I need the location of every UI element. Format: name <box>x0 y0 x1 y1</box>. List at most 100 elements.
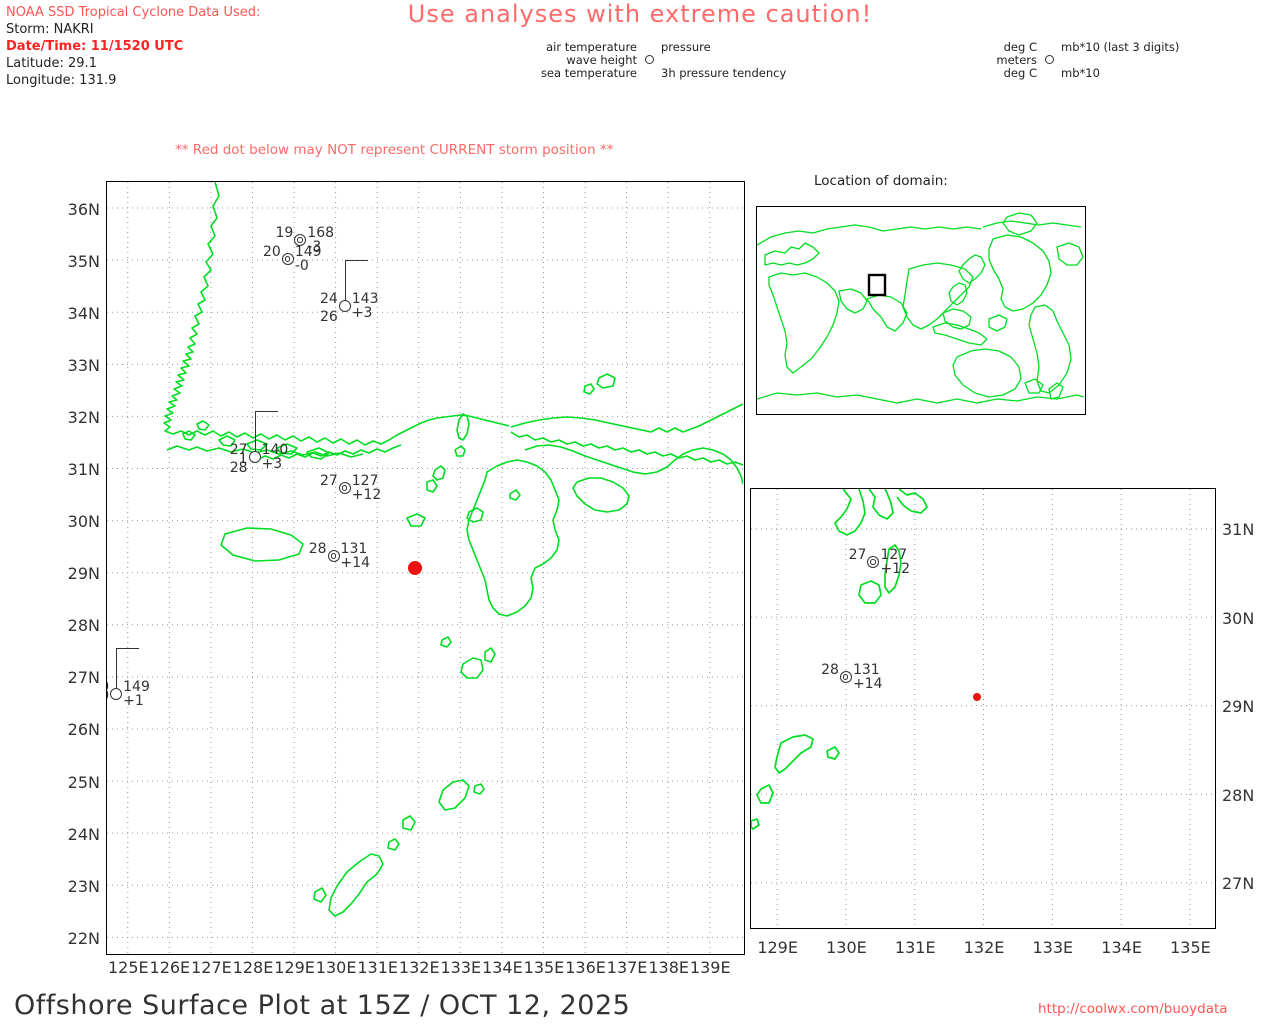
station-cloud-cover-icon <box>110 687 123 700</box>
station-circle-icon-units <box>1044 55 1054 64</box>
station-wave-height: 0 <box>107 689 109 703</box>
station-pressure: 131 <box>852 662 880 679</box>
station-air-temperature: 28 <box>308 541 327 558</box>
lon-tick-label: 131E <box>357 958 399 977</box>
station-cloud-cover-icon <box>281 253 294 266</box>
main-map-panel[interactable]: 19 168 -3 20 149 -0 24 26 143 +3 27 1 28 140 +3 27 127 +1… <box>106 181 745 955</box>
station-wind-barb <box>254 411 278 459</box>
station-cloud-cover-icon <box>867 556 880 569</box>
station-air-temperature: 0 <box>107 680 109 694</box>
legend-field-units: deg C mb*10 (last 3 digits) meters deg C… <box>985 41 1179 80</box>
lat-tick-label: 31N <box>1222 520 1255 540</box>
lon-tick-label: 136E <box>565 958 606 977</box>
lat-tick-label: 35N <box>67 251 100 271</box>
lat-tick-label: 30N <box>1222 608 1255 628</box>
main-map-gridlines <box>107 182 743 953</box>
main-map-canvas <box>107 182 743 953</box>
lat-tick-label: 33N <box>67 355 100 375</box>
lon-tick-label: 132E <box>963 938 1005 957</box>
station-wind-barb <box>344 259 368 307</box>
station-pressure-tendency: -0 <box>294 258 309 275</box>
station-pressure-tendency: +3 <box>261 456 283 473</box>
station-wind-barb <box>116 647 140 695</box>
lon-tick-label: 138E <box>648 958 689 977</box>
storm-datetime-label: Date/Time: 11/1520 UTC <box>6 39 184 54</box>
station-air-temperature: 27 <box>319 473 338 490</box>
station-air-temperature: 28 <box>821 662 839 679</box>
zoom-map-gridlines <box>751 489 1214 927</box>
station-pressure-tendency: -3 <box>307 239 322 256</box>
station-cloud-cover-icon <box>338 299 351 312</box>
storm-name-label: Storm: NAKRI <box>6 22 94 37</box>
lon-tick-label: 128E <box>232 958 274 977</box>
world-map-canvas <box>757 212 1085 404</box>
domain-inset-panel[interactable] <box>756 206 1086 415</box>
legend-air-temperature-label: air temperature <box>546 40 637 54</box>
station-wave-height: 1 <box>238 451 248 468</box>
lon-tick-label: 135E <box>1170 938 1211 957</box>
station-pressure-tendency: +1 <box>123 692 144 709</box>
legend-sea-temperature-label: sea temperature <box>540 66 637 80</box>
station-air-temperature: 19 <box>275 225 294 242</box>
lat-tick-label: 34N <box>67 303 100 323</box>
lat-tick-label: 22N <box>67 928 100 948</box>
station-cloud-cover-icon <box>839 671 852 684</box>
lon-tick-label: 137E <box>606 958 648 977</box>
lon-tick-label: 129E <box>757 938 798 957</box>
station-cloud-cover-icon <box>338 482 351 495</box>
station-pressure-tendency: +14 <box>340 555 371 572</box>
storm-latitude-label: Latitude: 29.1 <box>6 56 97 71</box>
station-pressure: 149 <box>123 678 150 695</box>
lat-tick-label: 36N <box>67 199 100 219</box>
station-air-temperature: 24 <box>319 290 338 307</box>
lon-tick-label: 131E <box>894 938 936 957</box>
storm-position-marker-main <box>407 560 422 575</box>
station-circle-icon <box>644 55 654 64</box>
lat-tick-label: 25N <box>67 772 100 792</box>
station-pressure: 149 <box>294 244 322 261</box>
station-pressure: 140 <box>261 442 289 459</box>
lon-tick-label: 134E <box>482 958 523 977</box>
lon-tick-label: 135E <box>523 958 565 977</box>
storm-position-marker-zoom <box>972 692 981 701</box>
zoom-map-panel[interactable]: 27 127 +12 28 131 +14 <box>750 488 1216 929</box>
red-dot-warning-text: ** Red dot below may NOT represent CURRE… <box>175 142 614 158</box>
legend-pressure-label: pressure <box>661 40 711 54</box>
lat-tick-label: 23N <box>67 876 100 896</box>
source-url-link[interactable]: http://coolwx.com/buoydata <box>1038 1001 1228 1017</box>
legend-unit-air-temperature: deg C <box>1003 40 1037 54</box>
lat-tick-label: 31N <box>67 460 100 480</box>
lat-tick-label: 29N <box>67 564 100 584</box>
lat-tick-label: 28N <box>1222 785 1255 805</box>
lon-tick-label: 127E <box>191 958 232 977</box>
lon-tick-label: 133E <box>1032 938 1074 957</box>
station-pressure: 127 <box>351 473 379 490</box>
lon-tick-label: 130E <box>826 938 867 957</box>
lat-tick-label: 27N <box>67 668 100 688</box>
domain-box-marker <box>867 273 887 297</box>
station-pressure-tendency: +12 <box>351 487 382 504</box>
lon-tick-label: 130E <box>315 958 357 977</box>
station-cloud-cover-icon <box>248 451 261 464</box>
legend-unit-wave-height: meters <box>996 53 1037 67</box>
zoom-map-coastlines <box>751 489 928 830</box>
legend-unit-sea-temperature: deg C <box>1003 66 1037 80</box>
lon-tick-label: 133E <box>440 958 482 977</box>
lon-tick-label: 134E <box>1101 938 1142 957</box>
lat-tick-label: 24N <box>67 824 100 844</box>
lon-tick-label: 139E <box>689 958 731 977</box>
plot-title-footer: Offshore Surface Plot at 15Z / OCT 12, 2… <box>14 990 631 1021</box>
data-source-label: NOAA SSD Tropical Cyclone Data Used: <box>6 5 261 20</box>
station-cloud-cover-icon <box>294 234 307 247</box>
station-air-temperature: 20 <box>262 244 281 261</box>
station-cloud-cover-icon <box>327 550 340 563</box>
station-air-temperature: 27 <box>848 547 867 564</box>
station-pressure-tendency: +12 <box>880 561 910 578</box>
caution-banner: Use analyses with extreme caution! <box>407 0 873 28</box>
lat-tick-label: 28N <box>67 616 100 636</box>
storm-longitude-label: Longitude: 131.9 <box>6 73 117 88</box>
domain-inset-title: Location of domain: <box>814 173 948 189</box>
legend-field-names: air temperature pressure wave height sea… <box>519 41 786 80</box>
station-sea-temperature: 28 <box>229 460 248 477</box>
lat-tick-label: 29N <box>1222 697 1255 717</box>
